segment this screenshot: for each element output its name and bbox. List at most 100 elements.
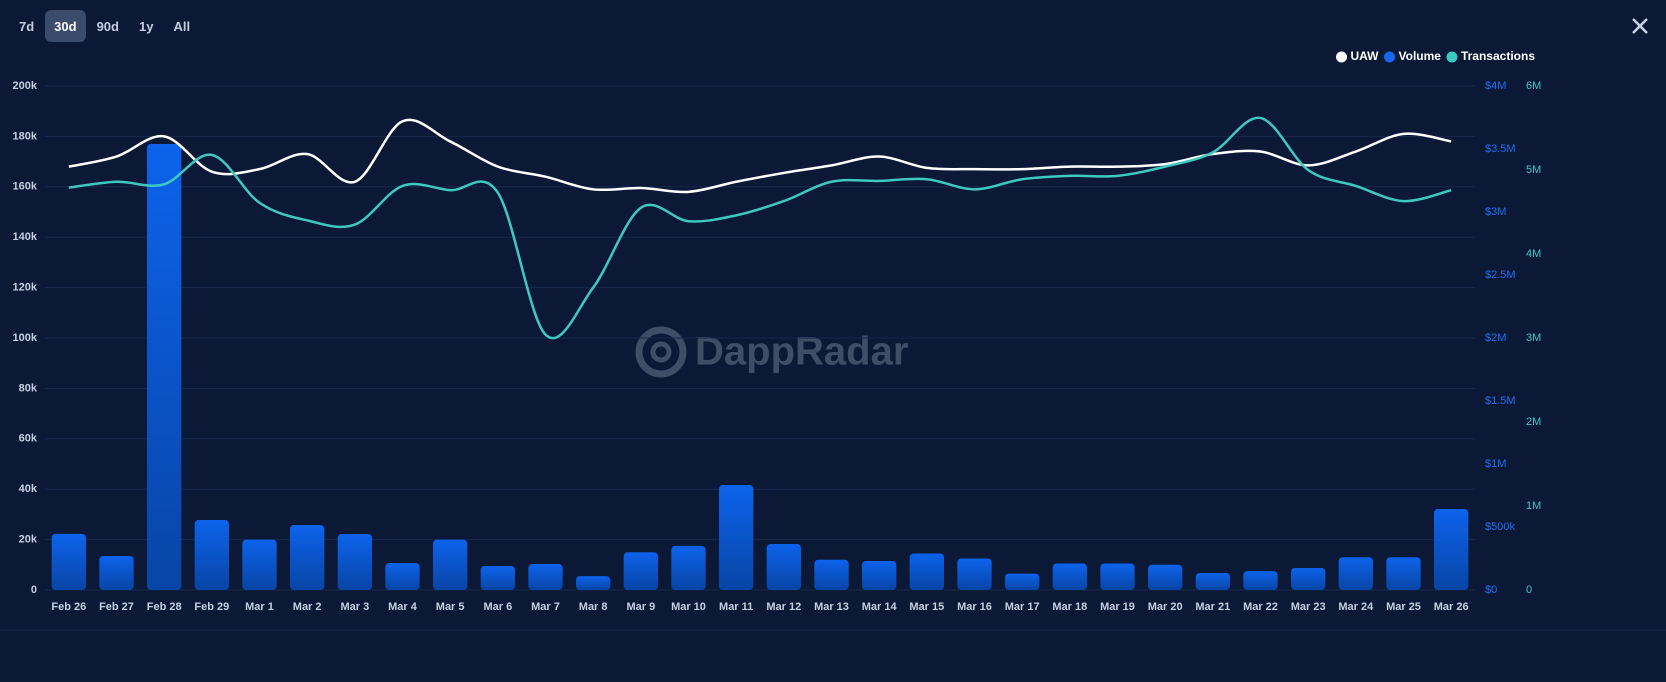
bar	[194, 519, 229, 590]
y3-tick-label: 2M	[1526, 416, 1541, 428]
bar	[814, 559, 849, 590]
legend-label: Volume	[1399, 49, 1442, 63]
legend-label: UAW	[1351, 49, 1380, 63]
watermark-icon	[635, 326, 687, 378]
x-tick-label: Mar 17	[1005, 601, 1040, 613]
bar	[1100, 563, 1135, 590]
close-button[interactable]	[1630, 16, 1650, 36]
x-tick-label: Mar 9	[626, 601, 655, 613]
y2-tick-label: $3.5M	[1485, 143, 1516, 155]
x-tick-label: Mar 19	[1100, 601, 1135, 613]
x-tick-label: Mar 1	[245, 601, 274, 613]
legend-swatch	[1446, 51, 1458, 63]
x-tick-label: Mar 8	[579, 601, 608, 613]
x-tick-label: Mar 13	[814, 601, 849, 613]
x-tick-label: Mar 4	[388, 601, 418, 613]
y2-tick-label: $1M	[1485, 458, 1506, 470]
x-tick-label: Mar 15	[909, 601, 944, 613]
range-tab[interactable]: 7d	[10, 10, 43, 42]
y3-tick-label: 3M	[1526, 332, 1541, 344]
legend-swatch	[1384, 51, 1396, 63]
y2-tick-label: $1.5M	[1485, 395, 1516, 407]
y-tick-label: 160k	[13, 181, 38, 193]
legend-label: Transactions	[1461, 49, 1535, 63]
range-tab[interactable]: 30d	[45, 10, 86, 42]
bar	[1386, 557, 1421, 590]
y-tick-label: 100k	[13, 332, 38, 344]
y-tick-label: 40k	[19, 483, 38, 495]
x-tick-label: Mar 3	[340, 601, 369, 613]
bar	[99, 555, 134, 590]
range-tabs: 7d 30d 90d 1y All	[10, 10, 201, 42]
x-tick-label: Mar 10	[671, 601, 706, 613]
bar	[528, 564, 563, 590]
y-tick-label: 60k	[19, 433, 38, 445]
bar	[51, 533, 86, 590]
x-tick-label: Mar 6	[483, 601, 512, 613]
y3-tick-label: 0	[1526, 584, 1532, 596]
range-tab[interactable]: 1y	[130, 10, 162, 42]
y-tick-label: 20k	[19, 534, 38, 546]
x-tick-label: Feb 27	[99, 601, 134, 613]
x-tick-label: Mar 20	[1148, 601, 1183, 613]
y3-tick-label: 5M	[1526, 164, 1541, 176]
x-tick-label: Mar 18	[1052, 601, 1087, 613]
range-tab[interactable]: 90d	[88, 10, 128, 42]
legend: Transactions Volume UAW	[1336, 49, 1535, 63]
x-tick-label: Mar 26	[1434, 601, 1469, 613]
y-tick-label: 200k	[13, 80, 38, 92]
bar	[337, 534, 372, 590]
bar	[576, 576, 611, 590]
watermark-icon	[650, 341, 672, 363]
bar	[1052, 563, 1087, 590]
bar	[290, 524, 325, 590]
x-tick-label: Mar 7	[531, 601, 560, 613]
bar	[385, 563, 420, 590]
bar	[671, 545, 706, 590]
y2-tick-label: $2.5M	[1485, 269, 1516, 281]
line	[68, 116, 1452, 340]
y3-tick-label: 1M	[1526, 500, 1541, 512]
x-tick-label: Feb 28	[147, 601, 182, 613]
bar	[147, 143, 182, 590]
x-tick-label: Mar 14	[862, 601, 898, 613]
close-icon	[1632, 18, 1648, 34]
y-tick-label: 180k	[13, 130, 38, 142]
y-tick-label: 0	[31, 584, 37, 596]
x-tick-label: Mar 2	[293, 601, 322, 613]
y2-tick-label: $4M	[1485, 80, 1506, 92]
bar	[1243, 571, 1278, 590]
bar	[719, 485, 754, 590]
y3-tick-label: 4M	[1526, 248, 1541, 260]
bar	[433, 539, 468, 590]
y3-tick-label: 6M	[1526, 80, 1541, 92]
y-tick-label: 140k	[13, 231, 38, 243]
bar	[1291, 567, 1326, 590]
bar	[1005, 573, 1040, 590]
x-tick-label: Mar 24	[1338, 601, 1374, 613]
watermark-text: DappRadar	[695, 330, 908, 374]
bar	[1338, 557, 1373, 590]
range-tab[interactable]: All	[164, 10, 199, 42]
y2-tick-label: $0	[1485, 584, 1497, 596]
bar	[909, 553, 944, 590]
x-tick-label: Mar 5	[436, 601, 465, 613]
bar	[623, 552, 658, 590]
y2-tick-label: $3M	[1485, 206, 1506, 218]
y2-tick-label: $2M	[1485, 332, 1506, 344]
bar	[480, 566, 515, 590]
bar	[1148, 564, 1183, 590]
line	[68, 118, 1452, 194]
y-tick-label: 120k	[13, 282, 38, 294]
bar	[242, 539, 277, 590]
x-tick-label: Feb 29	[194, 601, 229, 613]
bar	[1434, 508, 1469, 590]
x-tick-label: Mar 23	[1291, 601, 1326, 613]
bar	[1195, 572, 1230, 590]
bar	[862, 561, 897, 590]
x-tick-label: Mar 11	[719, 601, 753, 613]
x-tick-label: Feb 26	[51, 601, 86, 613]
x-tick-label: Mar 22	[1243, 601, 1278, 613]
